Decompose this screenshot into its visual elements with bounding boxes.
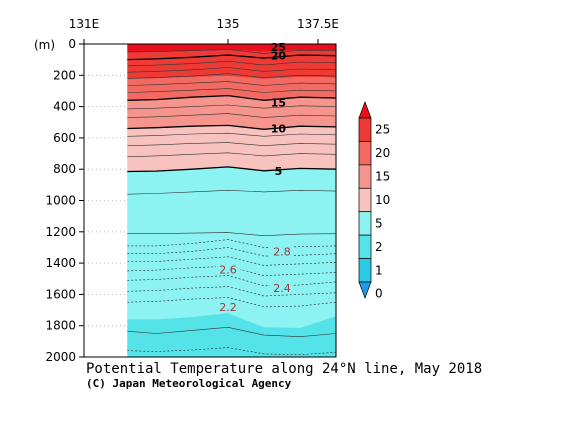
y-axis: 0 200 400 600 800 1000 1200 1400 1600 1800 2000 bbox=[45, 37, 128, 364]
chart-subtitle: (C) Japan Meteorological Agency bbox=[86, 377, 292, 390]
dotted-contour bbox=[127, 297, 336, 308]
y-tick-label: 1000 bbox=[45, 194, 76, 208]
colorbar-label: 20 bbox=[375, 146, 390, 160]
colorbar-box bbox=[358, 187, 372, 213]
x-tick-label: 135 bbox=[217, 17, 240, 31]
band-20-25 bbox=[127, 50, 336, 79]
major-contour bbox=[127, 124, 336, 130]
contour-label-bg bbox=[270, 245, 294, 258]
y-tick-label: 400 bbox=[53, 100, 76, 114]
contour-label: 10 bbox=[271, 123, 287, 136]
contour-line bbox=[127, 88, 336, 93]
contour-label-bg bbox=[216, 300, 240, 313]
y-tick-label: 1400 bbox=[45, 256, 76, 270]
contour-label: 2.8 bbox=[273, 245, 291, 258]
contour-line bbox=[127, 73, 336, 79]
y-axis-unit: (m) bbox=[34, 38, 55, 52]
contour-label: 2.6 bbox=[219, 263, 237, 276]
dotted-contour bbox=[127, 275, 336, 287]
colorbar-box bbox=[358, 211, 372, 236]
contour-line bbox=[127, 142, 336, 147]
dotted-contour bbox=[127, 286, 336, 297]
colorbar-label: 25 bbox=[375, 123, 390, 137]
major-contour bbox=[127, 54, 336, 61]
colorbar-label: 0 bbox=[375, 287, 383, 301]
colorbar-box bbox=[358, 117, 372, 142]
contour-label: 2.2 bbox=[219, 301, 237, 314]
y-tick-label: 2000 bbox=[45, 350, 76, 364]
contour-line bbox=[127, 326, 336, 338]
colorbar-label: 2 bbox=[375, 240, 383, 254]
contour-line bbox=[127, 104, 336, 110]
deepest-layer-fill bbox=[127, 313, 336, 357]
colorbar-label: 15 bbox=[375, 170, 390, 184]
dotted-contour bbox=[127, 247, 336, 257]
colorbar-box bbox=[358, 234, 372, 259]
colorbar-box bbox=[358, 164, 372, 189]
colorbar-box bbox=[358, 258, 372, 283]
band-15-20 bbox=[127, 76, 336, 101]
x-tick-label: 131E bbox=[69, 17, 100, 31]
contour-line bbox=[127, 113, 336, 118]
major-contour bbox=[127, 94, 336, 101]
colorbar-top-arrow bbox=[358, 101, 372, 119]
dotted-contour bbox=[127, 239, 336, 248]
dotted-contour bbox=[127, 347, 336, 356]
major-contour-lines bbox=[127, 54, 336, 173]
major-contour bbox=[127, 166, 336, 173]
contour-line bbox=[127, 152, 336, 157]
contour-lines bbox=[127, 49, 336, 338]
contour-line bbox=[127, 189, 336, 195]
y-tick-label: 600 bbox=[53, 131, 76, 145]
contour-line bbox=[127, 49, 336, 54]
colorbar-bottom-arrow bbox=[358, 281, 372, 299]
contour-label-bg bbox=[270, 282, 294, 295]
contour-line bbox=[127, 81, 336, 86]
x-tick-label: 137.5E bbox=[297, 17, 339, 31]
y-tick-label: 1600 bbox=[45, 287, 76, 301]
contour-line bbox=[127, 67, 336, 73]
y-tick-label: 800 bbox=[53, 162, 76, 176]
y-tick-label: 1200 bbox=[45, 225, 76, 239]
band-5-10 bbox=[127, 125, 336, 172]
chart-title: Potential Temperature along 24°N line, M… bbox=[86, 361, 482, 377]
colorbar-box bbox=[358, 141, 372, 166]
contour-label-bg bbox=[216, 263, 240, 276]
contour-label: 15 bbox=[271, 97, 286, 110]
contour-label: 20 bbox=[271, 50, 287, 63]
contour-label: 25 bbox=[271, 41, 286, 54]
contour-label: 2.4 bbox=[273, 282, 291, 295]
contour-line bbox=[127, 232, 336, 237]
plot-area bbox=[84, 44, 336, 357]
y-tick-label: 200 bbox=[53, 68, 76, 82]
contour-line bbox=[127, 132, 336, 137]
y-tick-label: 1800 bbox=[45, 319, 76, 333]
band-10-15 bbox=[127, 95, 336, 130]
contour-line bbox=[127, 60, 336, 67]
colorbar-label: 5 bbox=[375, 216, 383, 230]
x-axis: 131E 135 137.5E bbox=[69, 17, 339, 44]
dotted-contour bbox=[127, 256, 336, 266]
colorbar-label: 1 bbox=[375, 263, 383, 277]
colorbar-label: 10 bbox=[375, 193, 390, 207]
contour-label: 5 bbox=[275, 165, 283, 178]
y-tick-label: 0 bbox=[68, 37, 76, 51]
band-25-plus bbox=[127, 44, 336, 53]
